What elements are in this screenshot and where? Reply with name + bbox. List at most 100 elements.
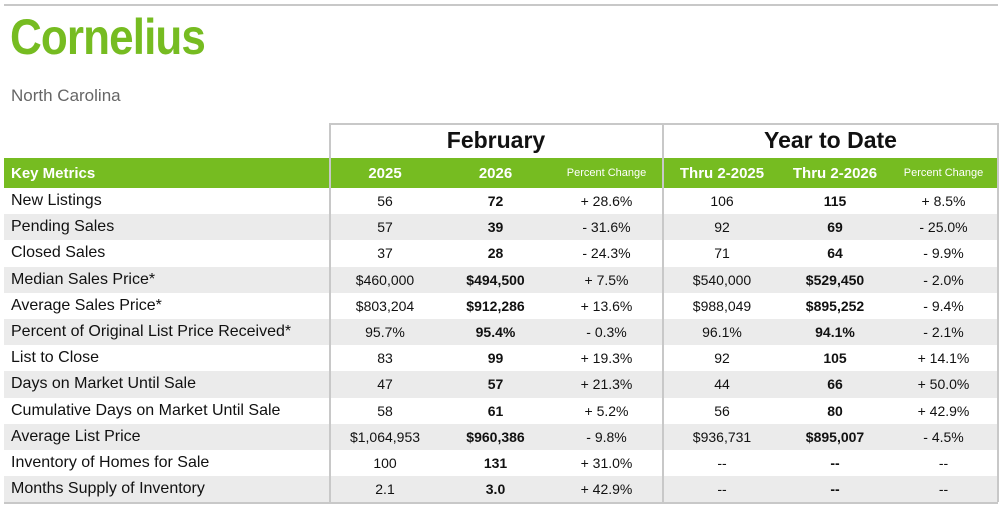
metric-value: 95.7%: [365, 324, 405, 341]
metric-value: + 19.3%: [580, 350, 633, 367]
metric-value: 56: [377, 193, 393, 210]
metric-value: 69: [827, 219, 843, 236]
metric-value: 56: [714, 402, 730, 419]
metric-value: 92: [714, 219, 730, 236]
metric-value: + 7.5%: [584, 271, 629, 288]
metric-value: 61: [487, 402, 504, 419]
metric-label: Cumulative Days on Market Until Sale: [11, 401, 281, 419]
metric-value: $936,731: [692, 428, 752, 445]
metric-value: 28: [487, 245, 504, 262]
metric-value: 2.1: [375, 481, 395, 498]
metric-value: --: [717, 481, 727, 498]
metric-value: $460,000: [355, 271, 415, 288]
metric-value: 106: [710, 193, 734, 210]
metric-value: + 8.5%: [921, 193, 966, 210]
metric-value: - 2.1%: [923, 324, 964, 341]
metric-value: $895,007: [805, 428, 865, 445]
metric-value: --: [938, 481, 949, 498]
metric-value: - 25.0%: [919, 219, 968, 236]
metric-value: - 31.6%: [582, 219, 631, 236]
group-header: Year to Date: [764, 127, 897, 153]
metric-label: Pending Sales: [11, 218, 115, 236]
metric-value: 115: [823, 193, 847, 210]
metric-value: + 14.1%: [917, 350, 970, 367]
metric-value: 47: [377, 376, 393, 393]
metric-value: 131: [483, 455, 508, 472]
metric-value: 66: [827, 376, 843, 393]
metric-value: 96.1%: [702, 324, 742, 341]
row-band: [4, 423, 998, 450]
metric-value: - 24.3%: [582, 245, 631, 262]
metric-value: - 2.0%: [923, 271, 964, 288]
metric-value: 80: [827, 402, 843, 419]
metric-label: List to Close: [11, 349, 100, 367]
metric-value: - 4.5%: [923, 428, 964, 445]
metric-value: --: [830, 481, 840, 498]
metric-label: Percent of Original List Price Received*: [11, 323, 292, 341]
bottom-rule: [4, 502, 998, 505]
metric-value: + 13.6%: [580, 297, 633, 314]
column-header: Key Metrics: [11, 164, 96, 182]
metric-value: $494,500: [466, 271, 525, 288]
metric-value: 105: [823, 350, 847, 367]
metric-value: 39: [487, 219, 504, 236]
metric-value: 92: [714, 350, 730, 367]
group-header: February: [446, 127, 546, 153]
metric-value: --: [938, 455, 949, 472]
metric-value: 83: [377, 350, 393, 367]
metric-value: 3.0: [485, 481, 506, 498]
column-header: Thru 2-2026: [792, 164, 878, 182]
metric-value: - 9.4%: [923, 297, 964, 314]
column-rule: [329, 123, 331, 503]
column-header: 2025: [368, 164, 402, 182]
metric-value: $912,286: [466, 297, 525, 314]
column-header: Percent Change: [903, 167, 984, 179]
subtitle: North Carolina: [11, 86, 121, 105]
metric-value: 72: [487, 193, 504, 210]
row-band: [4, 240, 998, 267]
metric-value: $529,450: [805, 271, 865, 288]
metric-value: + 5.2%: [584, 402, 629, 419]
row-band: [4, 292, 998, 319]
metric-label: Median Sales Price*: [11, 270, 156, 288]
metric-label: Average List Price: [11, 427, 141, 445]
metric-value: 94.1%: [815, 324, 855, 341]
metric-value: $803,204: [355, 297, 415, 314]
metric-value: --: [717, 455, 727, 472]
metric-value: --: [830, 455, 840, 472]
metric-value: $540,000: [692, 271, 752, 288]
metric-label: Months Supply of Inventory: [11, 480, 205, 498]
metric-value: + 42.9%: [580, 481, 633, 498]
column-header: Thru 2-2025: [679, 164, 765, 182]
metric-value: 99: [487, 350, 504, 367]
column-header: Percent Change: [566, 167, 647, 179]
row-band: [4, 345, 998, 372]
metric-value: + 28.6%: [580, 193, 633, 210]
metric-value: 95.4%: [475, 324, 516, 341]
metric-value: $1,064,953: [349, 428, 421, 445]
row-band: [4, 266, 998, 293]
column-rule: [662, 123, 664, 503]
metric-label: Inventory of Homes for Sale: [11, 454, 210, 472]
metric-label: Average Sales Price*: [11, 296, 162, 314]
metric-value: + 50.0%: [917, 376, 970, 393]
metric-value: 100: [373, 455, 397, 472]
metric-value: $960,386: [466, 428, 525, 445]
metric-value: 37: [377, 245, 393, 262]
metric-value: - 0.3%: [586, 324, 627, 341]
metric-value: - 9.9%: [923, 245, 964, 262]
metric-value: + 42.9%: [917, 402, 970, 419]
column-header: 2026: [478, 164, 513, 182]
metric-value: $895,252: [805, 297, 865, 314]
row-band: [4, 371, 998, 398]
metric-label: Closed Sales: [11, 244, 106, 262]
row-band: [4, 214, 998, 241]
metric-value: 64: [827, 245, 843, 262]
metric-value: 44: [714, 376, 730, 393]
metric-value: 71: [714, 245, 730, 262]
row-band: [4, 476, 998, 503]
metric-value: - 9.8%: [586, 428, 627, 445]
row-band: [4, 450, 998, 477]
metric-label: New Listings: [11, 192, 102, 210]
